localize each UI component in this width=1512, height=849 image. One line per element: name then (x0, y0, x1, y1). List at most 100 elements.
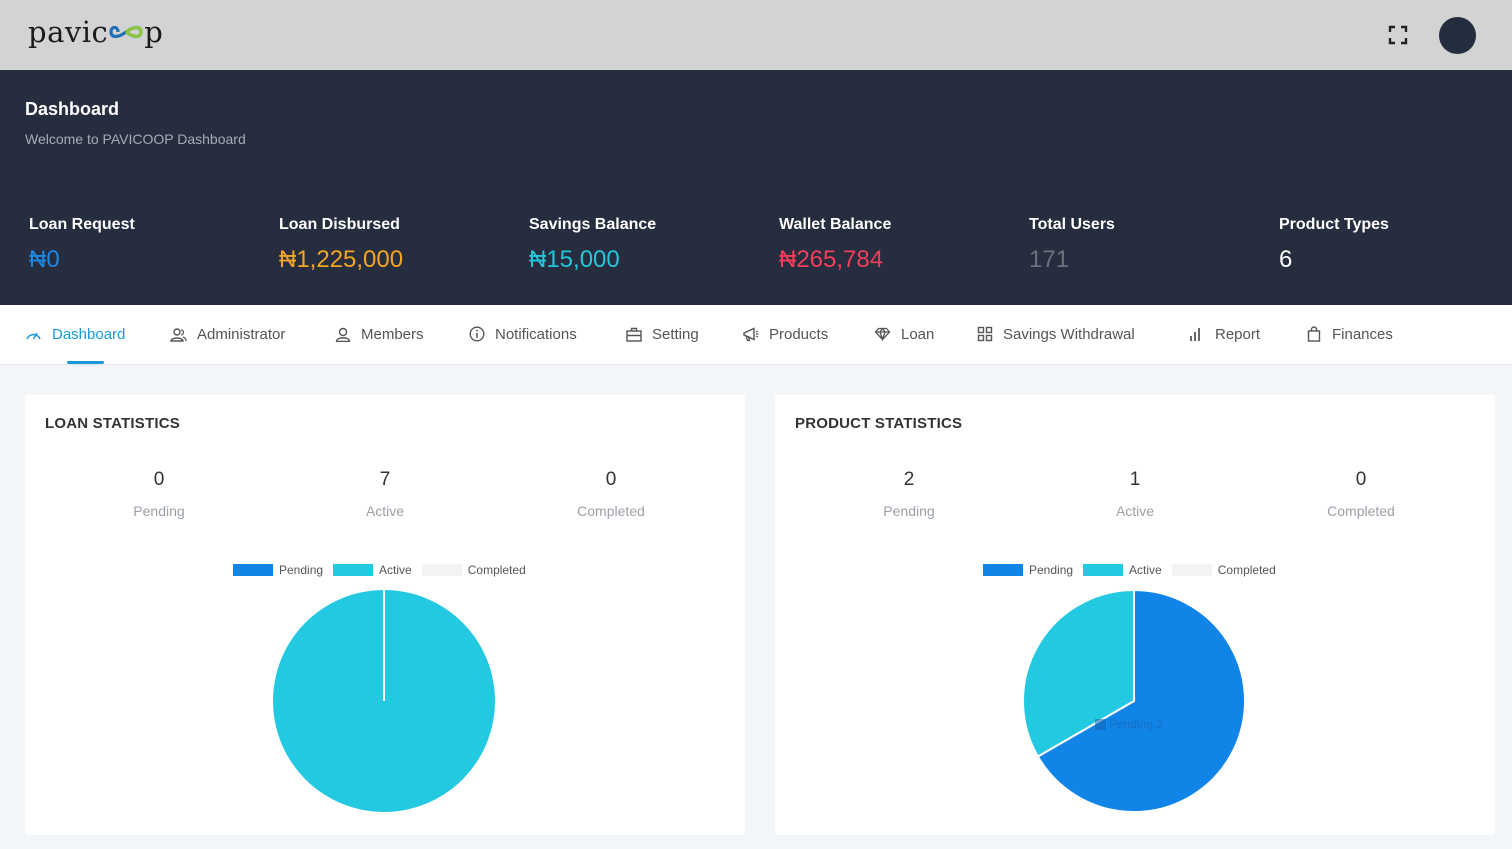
bar-chart-icon (1190, 327, 1200, 341)
nav-label: Administrator (197, 325, 286, 343)
kpi-value: 0 (605, 469, 617, 490)
kpi-pending: 2 Pending (829, 469, 989, 519)
stat-wallet-balance: Wallet Balance ₦265,784 (779, 216, 891, 274)
stat-value: 6 (1279, 246, 1293, 273)
chart-legend: Pending Active Completed (233, 563, 536, 577)
kpi-active: 1 Active (1055, 469, 1215, 519)
kpi-completed: 0 Completed (531, 469, 691, 519)
legend-swatch (333, 564, 374, 576)
legend-swatch (233, 564, 273, 576)
stat-product-types: Product Types 6 (1279, 216, 1389, 274)
nav-finances[interactable]: Finances (1306, 305, 1393, 363)
stat-label: Savings Balance (529, 216, 657, 233)
nav-label: Savings Withdrawal (1003, 325, 1135, 343)
top-bar: pavic p (0, 0, 1512, 70)
nav-loan[interactable]: Loan (874, 305, 934, 363)
legend-label: Completed (467, 563, 526, 577)
legend-swatch (1171, 564, 1212, 576)
legend-swatch (421, 564, 462, 576)
tooltip-swatch (1095, 718, 1106, 730)
stat-value: ₦15,000 (529, 246, 620, 273)
nav-label: Dashboard (52, 325, 126, 343)
nav-savings-withdrawal[interactable]: Savings Withdrawal (977, 305, 1135, 363)
legend-swatch (1083, 564, 1124, 576)
kpi-pending: 0 Pending (79, 469, 239, 519)
stat-savings-balance: Savings Balance ₦15,000 (529, 216, 656, 274)
kpi-label: Active (365, 503, 405, 519)
pie-tooltip: Pending 2 (1095, 717, 1163, 731)
page-title: Dashboard (25, 99, 120, 119)
dashboard-hero: Dashboard Welcome to PAVICOOP Dashboard … (0, 70, 1512, 305)
nav-label: Products (769, 325, 829, 343)
nav-members[interactable]: Members (335, 305, 424, 363)
nav-products[interactable]: Products (742, 305, 828, 363)
nav-dashboard[interactable]: Dashboard (25, 305, 125, 363)
pie-slice-pending[interactable] (1036, 589, 1246, 813)
pie-slice-active[interactable] (1022, 589, 1135, 758)
logo-text-right: p (144, 15, 164, 49)
nav-label: Finances (1332, 325, 1393, 343)
nav-label: Members (361, 325, 424, 343)
stat-label: Wallet Balance (779, 216, 892, 233)
stat-value: 171 (1029, 246, 1070, 273)
legend-label: Active (1129, 563, 1162, 577)
tooltip-value: 2 (1156, 717, 1164, 731)
legend-item-pending[interactable]: Pending (983, 563, 1073, 577)
stat-label: Total Users (1029, 216, 1115, 233)
kpi-label: Completed (1327, 503, 1395, 519)
infinity-logo-icon (109, 25, 143, 39)
nav-setting[interactable]: Setting (626, 305, 699, 363)
shopping-bag-icon (1307, 326, 1321, 342)
nav-notifications[interactable]: Notifications (469, 305, 577, 363)
kpi-value: 0 (1355, 469, 1367, 490)
stat-value: ₦0 (29, 246, 60, 273)
stat-total-users: Total Users 171 (1029, 216, 1115, 274)
card-title: PRODUCT STATISTICS (795, 415, 963, 432)
loan-statistics-pie-chart (273, 590, 495, 812)
legend-item-completed[interactable]: Completed (421, 563, 526, 577)
nav-label: Report (1215, 325, 1261, 343)
legend-item-active[interactable]: Active (333, 563, 412, 577)
legend-swatch (983, 564, 1023, 576)
diamond-icon (874, 327, 891, 341)
loan-statistics-card: LOAN STATISTICS 0 Pending 7 Active 0 Com… (25, 395, 745, 835)
kpi-label: Completed (577, 503, 645, 519)
kpi-active: 7 Active (305, 469, 465, 519)
pavicoop-logo[interactable]: pavic p (28, 15, 163, 49)
active-tab-indicator (67, 361, 104, 364)
avatar[interactable] (1439, 17, 1476, 54)
stat-label: Product Types (1279, 216, 1389, 233)
info-icon (469, 326, 485, 342)
briefcase-icon (626, 327, 642, 342)
card-title: LOAN STATISTICS (45, 415, 180, 432)
product-statistics-card: PRODUCT STATISTICS 2 Pending 1 Active 0 … (775, 395, 1495, 835)
tooltip-label: Pending (1109, 717, 1154, 731)
legend-label: Active (379, 563, 412, 577)
legend-label: Pending (279, 563, 324, 577)
legend-label: Completed (1217, 563, 1276, 577)
kpi-value: 2 (903, 469, 915, 490)
stat-loan-disbursed: Loan Disbursed ₦1,225,000 (279, 216, 403, 274)
megaphone-icon (743, 326, 759, 341)
kpi-completed: 0 Completed (1281, 469, 1441, 519)
main-nav: Dashboard Administrator Members Notifica… (0, 305, 1512, 365)
nav-administrator[interactable]: Administrator (170, 305, 285, 363)
nav-label: Setting (652, 325, 699, 343)
stat-value: ₦1,225,000 (279, 246, 404, 273)
chart-legend: Pending Active Completed (983, 563, 1286, 577)
kpi-value: 7 (379, 469, 391, 490)
legend-item-pending[interactable]: Pending (233, 563, 323, 577)
stat-value: ₦265,784 (779, 246, 884, 273)
fullscreen-icon[interactable] (1387, 24, 1409, 46)
nav-report[interactable]: Report (1188, 305, 1260, 363)
kpi-value: 0 (153, 469, 165, 490)
kpi-label: Pending (883, 503, 935, 519)
logo-text-left: pavic (28, 15, 109, 49)
kpi-label: Active (1115, 503, 1155, 519)
legend-item-completed[interactable]: Completed (1171, 563, 1276, 577)
product-statistics-pie-chart (1022, 589, 1246, 813)
gauge-icon (26, 332, 41, 340)
kpi-label: Pending (133, 503, 185, 519)
legend-item-active[interactable]: Active (1083, 563, 1162, 577)
grid-icon (977, 326, 993, 342)
